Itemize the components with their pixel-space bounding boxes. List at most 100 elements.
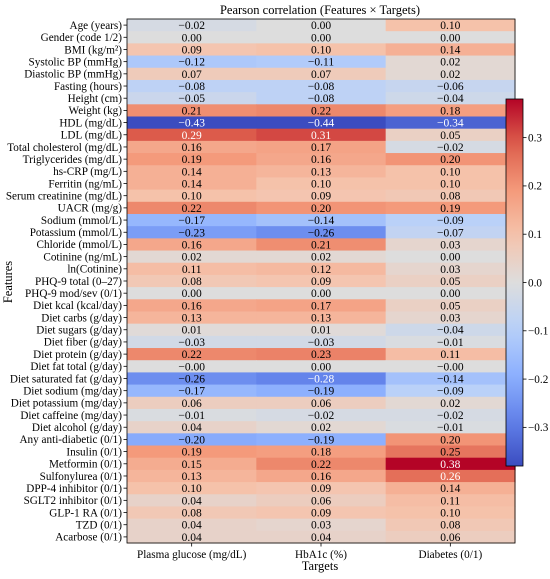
heatmap-cell xyxy=(127,457,257,471)
cell-value-label: −0.02 xyxy=(308,410,335,422)
row-label: GLP-1 RA (0/1) xyxy=(49,507,122,519)
cell-value-label: 0.17 xyxy=(311,300,331,312)
cell-value-label: −0.28 xyxy=(308,373,335,385)
heatmap-cell xyxy=(256,506,387,520)
cell-value-label: 0.20 xyxy=(311,203,331,215)
heatmap-cell xyxy=(127,31,257,44)
cell-value-label: 0.01 xyxy=(182,325,202,337)
cell-value-label: 0.09 xyxy=(311,191,331,203)
cell-value-label: 0.05 xyxy=(440,130,460,142)
heatmap-cell xyxy=(127,506,257,520)
heatmap-cell xyxy=(256,79,387,93)
cell-value-label: −0.19 xyxy=(308,434,335,446)
cell-value-label: 0.22 xyxy=(182,349,202,361)
heatmap-cell xyxy=(385,140,516,154)
heatmap-cell xyxy=(127,55,257,69)
cell-value-label: −0.00 xyxy=(437,361,464,373)
heatmap-cell xyxy=(256,323,387,337)
heatmap-cell xyxy=(256,469,387,483)
row-label: SGLT2 inhibitor (0/1) xyxy=(24,495,123,507)
cell-value-label: 0.08 xyxy=(182,276,202,288)
colorbar: 0.3 0.2 0.1 0.0 −0.1 −0.2 −0.3 xyxy=(505,98,549,467)
row-label: PHQ-9 total (0–27) xyxy=(35,276,122,288)
colorbar-tick-label: −0.1 xyxy=(528,326,548,338)
heatmap-cell xyxy=(127,153,257,166)
heatmap-cell xyxy=(385,177,516,191)
heatmap-cell xyxy=(385,482,516,495)
row-label: Diet carbs (g/day) xyxy=(41,312,122,324)
cell-value-label: 0.20 xyxy=(440,154,460,166)
colorbar-tick-label: 0.2 xyxy=(528,181,542,193)
heatmap-cell xyxy=(256,31,387,44)
cell-value-label: 0.38 xyxy=(440,459,460,471)
heatmap-cell xyxy=(127,530,257,544)
heatmap-cell xyxy=(385,384,516,398)
heatmap-cell xyxy=(385,189,516,203)
heatmap-cell xyxy=(127,262,257,276)
row-label: Diet kcal (kcal/day) xyxy=(33,300,122,312)
heatmap-cell xyxy=(127,104,257,118)
row-label: Serum creatinine (mg/dL) xyxy=(6,190,122,202)
row-label: Sodium (mmol/L) xyxy=(41,215,122,227)
colorbar-tick-label: −0.3 xyxy=(528,422,549,434)
heatmap-cell xyxy=(127,469,257,483)
cell-value-label: −0.09 xyxy=(437,215,464,227)
heatmap-cell xyxy=(385,372,516,386)
cell-value-label: 0.03 xyxy=(440,239,460,251)
row-label: Diet saturated fat (g/day) xyxy=(10,373,122,385)
row-label: Age (years) xyxy=(70,20,123,32)
cell-value-label: −0.43 xyxy=(178,118,205,130)
cell-value-label: 0.00 xyxy=(440,32,460,44)
cell-value-label: −0.05 xyxy=(178,93,205,105)
column-label: Diabetes (0/1) xyxy=(418,549,482,561)
heatmap-cell xyxy=(385,530,516,544)
cell-value-label: −0.11 xyxy=(308,57,334,69)
cell-value-label: 0.16 xyxy=(182,142,202,154)
heatmap-cell xyxy=(256,67,387,81)
cell-value-label: −0.12 xyxy=(178,57,205,69)
heatmap-cell xyxy=(127,79,257,93)
heatmap-cell xyxy=(385,92,516,105)
row-label: Diet alcohol (g/day) xyxy=(32,422,122,434)
cell-value-label: −0.09 xyxy=(437,386,464,398)
cell-value-label: 0.13 xyxy=(311,313,331,325)
cell-value-label: 0.09 xyxy=(311,483,331,495)
cell-value-label: 0.10 xyxy=(311,44,331,56)
cell-value-label: 0.04 xyxy=(182,532,202,544)
heatmap-cell xyxy=(127,445,257,459)
heatmap-cell xyxy=(385,433,516,447)
cell-value-label: 0.17 xyxy=(311,142,331,154)
heatmap-cell xyxy=(127,238,257,252)
cell-value-label: 0.02 xyxy=(440,69,460,81)
heatmap-cell xyxy=(127,433,257,447)
heatmap-cell xyxy=(256,128,387,142)
row-labels: Age (years)Gender (code 1/2)BMI (kg/m²)S… xyxy=(6,20,127,544)
heatmap-cell xyxy=(385,165,516,179)
cell-value-label: 0.06 xyxy=(182,398,202,410)
heatmap-cell xyxy=(256,213,387,227)
cell-value-label: 0.13 xyxy=(182,471,202,483)
row-label: Cotinine (ng/mL) xyxy=(43,251,122,263)
cell-value-label: −0.08 xyxy=(178,81,205,93)
heatmap-cell xyxy=(256,482,387,495)
heatmap-cell xyxy=(256,92,387,105)
heatmap-cell xyxy=(256,433,387,447)
cell-value-label: 0.03 xyxy=(440,313,460,325)
cell-value-label: 0.06 xyxy=(311,398,331,410)
heatmap-cell xyxy=(385,335,516,349)
heatmap-cell xyxy=(256,177,387,191)
cell-value-label: −0.04 xyxy=(437,325,464,337)
heatmap-cell xyxy=(127,43,257,57)
colorbar-tick-label: 0.0 xyxy=(528,277,542,289)
cell-value-label: 0.19 xyxy=(182,154,202,166)
row-label: Potassium (mmol/L) xyxy=(30,227,123,239)
cell-value-label: 0.05 xyxy=(440,300,460,312)
heatmap-cell xyxy=(256,335,387,349)
heatmap-cell xyxy=(127,311,257,325)
heatmap-cell xyxy=(127,201,257,215)
heatmap-cell xyxy=(256,445,387,459)
heatmap-cell xyxy=(385,19,516,32)
row-label: Diastolic BP (mmHg) xyxy=(24,69,122,81)
cell-value-label: −0.14 xyxy=(308,215,335,227)
heatmap-cell xyxy=(256,348,387,361)
